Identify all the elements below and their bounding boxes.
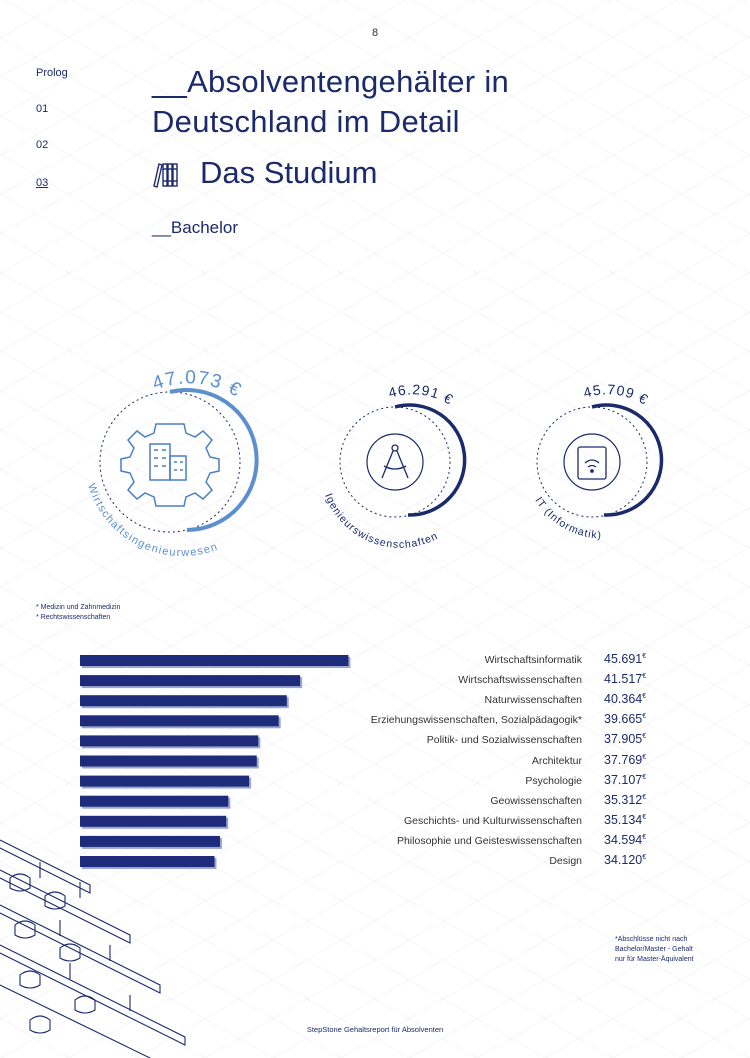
gauge-inner-circle: [563, 433, 621, 491]
bar-9: [80, 835, 220, 847]
section-title: Das Studium: [200, 155, 378, 190]
bar-label-7: Geowissenschaften: [490, 794, 582, 807]
gauge-arc: [591, 403, 664, 517]
bar-value-number: 37.107: [604, 772, 643, 787]
gauge-label-2: IT (Informatik): [532, 495, 602, 541]
nav-02[interactable]: 02: [36, 139, 49, 151]
bar-value-number: 40.364: [604, 692, 643, 707]
gauge-ring: [536, 406, 648, 518]
footnote-right-line-1: *Abschlüsse nicht nach: [615, 936, 688, 943]
nav-prolog[interactable]: Prolog: [36, 67, 68, 79]
bar-value-number: 35.312: [604, 792, 643, 807]
bar-value-5: 37.769€: [604, 753, 646, 767]
bar-3: [80, 715, 279, 727]
bar-value-4: 37.905€: [604, 732, 646, 746]
bar-10: [80, 856, 215, 867]
gauge-wirtschaftsingenieurwesen: 47.073 € Wirtschaftsingenieurwesen: [85, 367, 259, 559]
footnote-right-line-2: Bachelor/Master - Gehalt: [615, 946, 693, 953]
gauge-arc: [394, 403, 467, 517]
bar-label-8: Geschichts- und Kulturwissenschaften: [403, 814, 582, 827]
gauge-inner-circle: [366, 433, 424, 491]
bar-value-unit: €: [642, 733, 647, 741]
bar-value-unit: €: [642, 833, 647, 841]
tablet-wifi-icon: [577, 446, 607, 480]
gauge-value-2: 45.709 €: [582, 381, 652, 408]
bar-value-number: 34.594: [604, 832, 643, 847]
bar-label-2: Naturwissenschaften: [484, 694, 582, 707]
page-number: 8: [371, 27, 379, 39]
nav-01[interactable]: 01: [36, 103, 49, 115]
bar-value-0: 45.691€: [604, 652, 646, 666]
bar-label-10: Design: [549, 855, 582, 867]
bar-value-number: 45.691: [604, 652, 643, 666]
bar-6: [80, 775, 250, 787]
subsection-title: __Bachelor: [152, 218, 239, 237]
gauge-it-informatik: 45.709 € IT (Informatik): [532, 381, 664, 541]
gauge-ring: [339, 406, 451, 518]
bar-5: [80, 755, 257, 767]
bar-value-unit: €: [642, 693, 647, 701]
footnote-left-line-2: * Rechtswissenschaften: [36, 614, 111, 621]
bar-label-5: Architektur: [531, 754, 582, 767]
gauge-label-1: Igenieurswissenschaften: [322, 492, 440, 551]
books-icon: [153, 163, 178, 188]
bar-4: [80, 735, 259, 747]
building-gear-icon: [120, 423, 220, 507]
bar-chart: [80, 655, 351, 869]
bar-value-8: 35.134€: [604, 813, 646, 827]
bar-0: [80, 655, 349, 666]
lecture-hall-illustration: [0, 839, 186, 1058]
bar-value-unit: €: [642, 793, 647, 801]
bar-label-4: Politik- und Sozialwissenschaften: [426, 734, 582, 747]
bar-value-number: 37.769: [604, 752, 643, 767]
bar-value-9: 34.594€: [604, 833, 646, 847]
page-title: __Absolventengehälter in Deutschland im …: [152, 62, 509, 142]
bar-label-6: Psychologie: [525, 774, 582, 787]
bar-value-unit: €: [642, 773, 647, 781]
bar-label-0: Wirtschaftsinformatik: [484, 654, 582, 666]
bar-value-number: 37.905: [604, 732, 643, 747]
bar-8: [80, 815, 227, 827]
gauge-group: 47.073 € Wirtschaftsingenieurwesen 46.29…: [85, 367, 664, 559]
gauge-ring: [99, 391, 241, 533]
bar-value-unit: €: [642, 713, 647, 721]
bar-value-unit: €: [642, 813, 647, 821]
page-title-line-1: __Absolventengehälter in: [152, 64, 510, 99]
bar-value-number: 41.517: [604, 672, 643, 687]
footnote-left-line-1: * Medizin und Zahnmedizin: [36, 604, 121, 611]
bar-value-unit: €: [642, 672, 647, 680]
bar-value-unit: €: [642, 753, 647, 761]
gauge-value-0: 47.073 €: [150, 367, 246, 402]
nav-03[interactable]: 03: [36, 177, 49, 189]
footnote-right: *Abschlüsse nicht nach Bachelor/Master -…: [615, 935, 694, 965]
bar-label-3: Erziehungswissenschaften, Sozialpädagogi…: [370, 714, 582, 727]
bar-value-10: 34.120€: [604, 853, 646, 867]
bar-value-2: 40.364€: [604, 692, 646, 706]
bar-value-number: 34.120: [604, 853, 643, 867]
bar-value-6: 37.107€: [604, 773, 646, 787]
bar-2: [80, 695, 287, 707]
bar-value-1: 41.517€: [604, 672, 646, 686]
gauge-value-1: 46.291 €: [387, 381, 457, 408]
gauge-arc: [169, 388, 259, 532]
gauge-ingenieurswissenschaften: 46.291 € Igenieurswissenschaften: [322, 381, 467, 551]
bar-value-unit: €: [642, 853, 647, 861]
bar-value-unit: €: [642, 652, 647, 660]
bar-value-number: 39.665: [604, 712, 643, 727]
page-title-line-2: Deutschland im Detail: [152, 104, 460, 139]
footnote-right-line-3: nur für Master-Äquivalent: [615, 956, 694, 963]
bar-label-9: Philosophie und Geisteswissenschaften: [396, 834, 582, 847]
bar-1: [80, 675, 301, 687]
bar-value-7: 35.312€: [604, 793, 646, 807]
footnote-left: * Medizin und Zahnmedizin * Rechtswissen…: [36, 603, 120, 623]
gauge-label-0: Wirtschaftsingenieurwesen: [85, 482, 220, 559]
bar-7: [80, 795, 229, 807]
bar-value-3: 39.665€: [604, 712, 646, 726]
bar-value-number: 35.134: [604, 812, 643, 827]
compass-icon: [381, 444, 409, 479]
bar-label-1: Wirtschaftswissenschaften: [458, 674, 582, 687]
page-footer: StepStone Gehaltsreport für Absolventen: [306, 1025, 444, 1034]
